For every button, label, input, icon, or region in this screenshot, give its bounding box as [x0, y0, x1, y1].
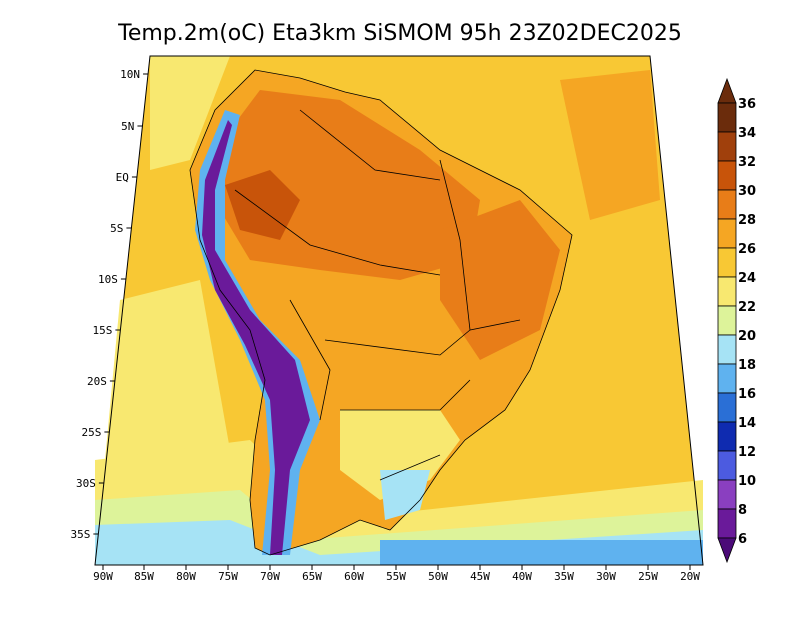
colorbar-swatch: [717, 508, 737, 539]
colorbar-swatch: [717, 363, 737, 394]
colorbar-top-arrow: [717, 77, 737, 104]
ocean-pacific-mid: [105, 280, 230, 460]
ocean-south-band-4: [380, 540, 703, 565]
land-northeast-hot: [440, 200, 560, 360]
colorbar-label: 14: [738, 416, 756, 431]
colorbar-label: 18: [738, 358, 756, 373]
land-south-cooler: [340, 410, 460, 500]
colorbar-swatch: [717, 334, 737, 365]
colorbar-label: 20: [738, 329, 756, 344]
lat-label: EQ: [116, 171, 129, 184]
colorbar-label: 26: [738, 242, 756, 257]
colorbar-swatch: [717, 218, 737, 249]
colorbar-label: 10: [738, 474, 756, 489]
colorbar-swatch: [717, 421, 737, 452]
map-title: Temp.2m(oC) Eta3km SiSMOM 95h 23Z02DEC20…: [117, 21, 682, 46]
colorbar-swatch: [717, 189, 737, 220]
lat-label: 15S: [93, 324, 113, 337]
lon-label: 60W: [344, 570, 364, 583]
lon-label: 65W: [302, 570, 322, 583]
colorbar-swatch: [717, 247, 737, 278]
colorbar-swatch: [717, 305, 737, 336]
colorbar-swatch: [717, 160, 737, 191]
colorbar-label: 28: [738, 213, 756, 228]
lon-label: 30W: [596, 570, 616, 583]
colorbar: 36 34 32 30 28 26 24 22 20 18 16 14 12 10 8 6: [717, 77, 756, 564]
colorbar-swatch: [717, 102, 737, 133]
longitude-labels: 90W 85W 80W 75W 70W 65W 60W 55W 50W 45W 40W 35W 30W 2…: [93, 565, 700, 583]
lat-label: 35S: [70, 528, 90, 541]
colorbar-label: 16: [738, 387, 756, 402]
lat-label: 25S: [81, 426, 101, 439]
lon-label: 80W: [176, 570, 196, 583]
colorbar-label: 32: [738, 155, 756, 170]
lon-label: 20W: [680, 570, 700, 583]
colorbar-label: 22: [738, 300, 756, 315]
land-amazon-veryhot: [225, 170, 300, 240]
colorbar-label: 8: [738, 503, 747, 518]
colorbar-swatch: [717, 392, 737, 423]
lat-label: 5N: [121, 120, 134, 133]
lon-label: 55W: [386, 570, 406, 583]
lat-label: 10N: [120, 68, 140, 81]
lon-label: 85W: [134, 570, 154, 583]
country-borders: [189, 69, 573, 556]
colorbar-label: 30: [738, 184, 756, 199]
lat-label: 5S: [110, 222, 123, 235]
colorbar-label: 36: [738, 97, 756, 112]
colorbar-swatch: [717, 276, 737, 307]
lat-label: 10S: [98, 273, 118, 286]
colorbar-swatch: [717, 131, 737, 162]
latitude-labels: 10N 5N EQ 5S 10S 15S 20S 25S 30S 35S: [70, 68, 149, 541]
map-frame: [94, 55, 704, 566]
land-south-cold: [380, 470, 430, 520]
lon-label: 50W: [428, 570, 448, 583]
ocean-atl-east-warm: [560, 70, 660, 220]
colorbar-label: 6: [738, 532, 747, 547]
lon-label: 70W: [260, 570, 280, 583]
lon-label: 45W: [470, 570, 490, 583]
lat-label: 20S: [87, 375, 107, 388]
ocean-north-cool: [150, 56, 230, 170]
andes-cold-core: [202, 120, 310, 555]
colorbar-label: 24: [738, 271, 756, 286]
lon-label: 35W: [554, 570, 574, 583]
lon-label: 40W: [512, 570, 532, 583]
lat-label: 30S: [76, 477, 96, 490]
lon-label: 90W: [93, 570, 113, 583]
colorbar-swatch: [717, 479, 737, 510]
colorbar-swatch: [717, 450, 737, 481]
lon-label: 75W: [218, 570, 238, 583]
map-panel: [94, 55, 704, 566]
colorbar-label: 34: [738, 126, 756, 141]
lon-label: 25W: [638, 570, 658, 583]
colorbar-bottom-arrow: [717, 537, 737, 564]
colorbar-label: 12: [738, 445, 756, 460]
